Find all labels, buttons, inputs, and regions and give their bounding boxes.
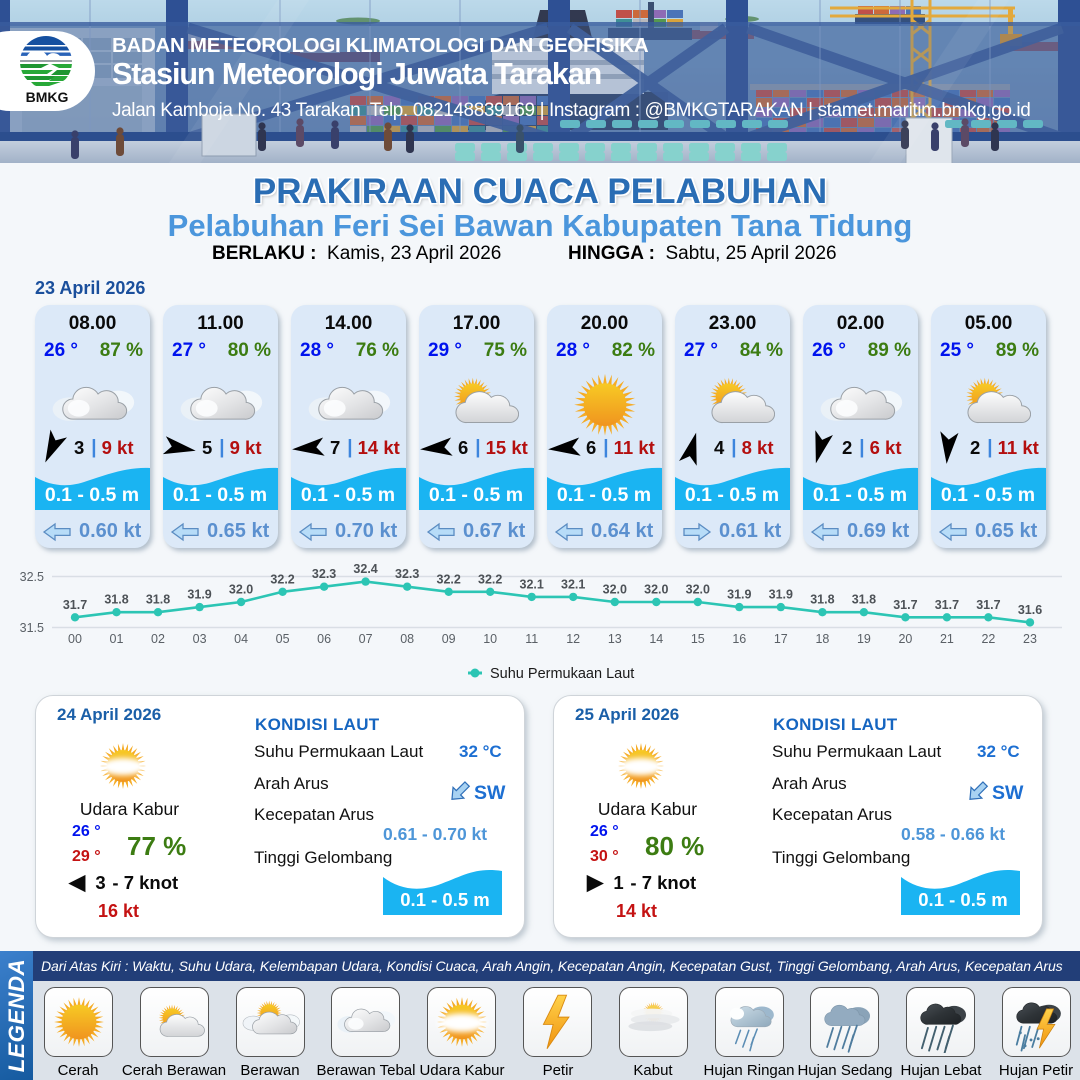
svg-text:0.1 - 0.5 m: 0.1 - 0.5 m [685, 484, 779, 506]
svg-text:0.1 - 0.5 m: 0.1 - 0.5 m [918, 889, 1007, 910]
svg-text:10: 10 [483, 632, 497, 646]
svg-text:32.0: 32.0 [644, 583, 668, 597]
svg-text:32.2: 32.2 [270, 572, 294, 586]
svg-text:31.6: 31.6 [1018, 603, 1042, 617]
svg-text:32.0: 32.0 [686, 583, 710, 597]
svg-text:32.2: 32.2 [478, 572, 502, 586]
svg-text:15: 15 [691, 632, 705, 646]
svg-text:31.9: 31.9 [769, 588, 793, 602]
svg-text:32.3: 32.3 [312, 567, 336, 581]
svg-text:08: 08 [400, 632, 414, 646]
svg-text:0.1 - 0.5 m: 0.1 - 0.5 m [400, 889, 489, 910]
svg-text:17: 17 [774, 632, 788, 646]
svg-text:31.9: 31.9 [187, 588, 211, 602]
svg-text:32.1: 32.1 [561, 577, 585, 591]
svg-text:01: 01 [110, 632, 124, 646]
svg-text:00: 00 [68, 632, 82, 646]
svg-text:32.3: 32.3 [395, 567, 419, 581]
svg-text:21: 21 [940, 632, 954, 646]
svg-text:11: 11 [525, 632, 538, 646]
svg-text:22: 22 [981, 632, 995, 646]
svg-text:0.1 - 0.5 m: 0.1 - 0.5 m [173, 484, 267, 506]
svg-text:32.5: 32.5 [20, 570, 44, 584]
svg-text:32.0: 32.0 [229, 583, 253, 597]
svg-text:23: 23 [1023, 632, 1037, 646]
svg-text:31.9: 31.9 [727, 588, 751, 602]
svg-text:31.7: 31.7 [63, 598, 87, 612]
svg-text:31.7: 31.7 [976, 598, 1000, 612]
svg-text:0.1 - 0.5 m: 0.1 - 0.5 m [429, 484, 523, 506]
svg-text:0.1 - 0.5 m: 0.1 - 0.5 m [557, 484, 651, 506]
svg-text:20: 20 [898, 632, 912, 646]
svg-text:06: 06 [317, 632, 331, 646]
svg-text:Suhu Permukaan Laut: Suhu Permukaan Laut [490, 666, 634, 682]
svg-text:0.1 - 0.5 m: 0.1 - 0.5 m [301, 484, 395, 506]
svg-text:16: 16 [732, 632, 746, 646]
svg-text:31.8: 31.8 [146, 593, 170, 607]
svg-text:04: 04 [234, 632, 248, 646]
svg-text:31.5: 31.5 [20, 621, 44, 635]
svg-text:31.7: 31.7 [893, 598, 917, 612]
svg-text:31.8: 31.8 [104, 593, 128, 607]
svg-text:19: 19 [857, 632, 871, 646]
svg-text:14: 14 [649, 632, 663, 646]
svg-text:0.1 - 0.5 m: 0.1 - 0.5 m [45, 484, 139, 506]
svg-text:0.1 - 0.5 m: 0.1 - 0.5 m [941, 484, 1035, 506]
svg-text:18: 18 [815, 632, 829, 646]
svg-text:13: 13 [608, 632, 622, 646]
svg-text:31.8: 31.8 [852, 593, 876, 607]
svg-text:02: 02 [151, 632, 165, 646]
svg-text:32.0: 32.0 [603, 583, 627, 597]
svg-text:31.7: 31.7 [935, 598, 959, 612]
svg-text:07: 07 [359, 632, 373, 646]
svg-text:12: 12 [566, 632, 580, 646]
svg-text:03: 03 [193, 632, 207, 646]
svg-text:32.1: 32.1 [520, 577, 544, 591]
svg-text:31.8: 31.8 [810, 593, 834, 607]
svg-text:32.4: 32.4 [353, 562, 377, 576]
svg-text:09: 09 [442, 632, 456, 646]
svg-text:32.2: 32.2 [437, 572, 461, 586]
svg-text:0.1 - 0.5 m: 0.1 - 0.5 m [813, 484, 907, 506]
svg-text:05: 05 [276, 632, 290, 646]
